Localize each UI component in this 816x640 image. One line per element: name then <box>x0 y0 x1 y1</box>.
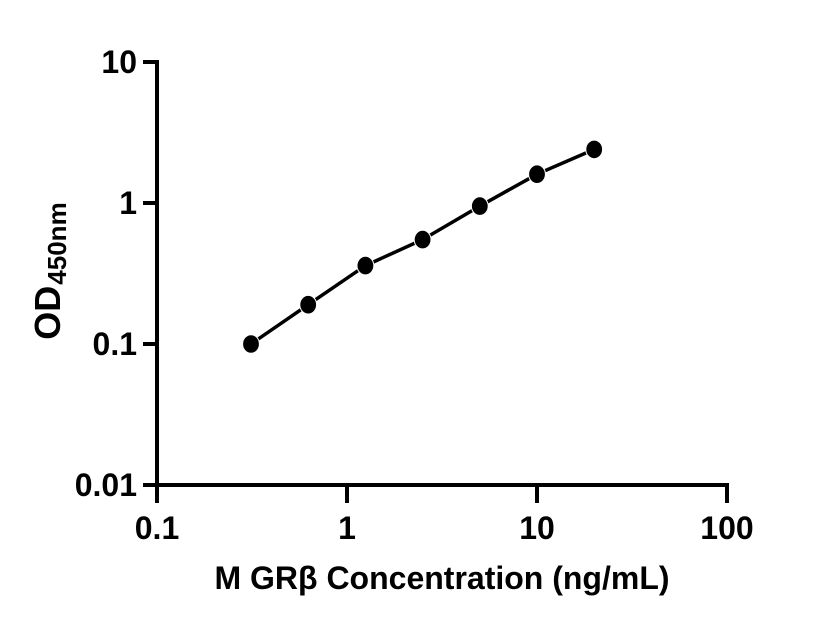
x-tick-label-1: 1 <box>338 510 356 546</box>
y-axis-title-subscript: 450nm <box>42 202 72 285</box>
data-point-marker <box>356 255 375 276</box>
y-tick-label-0p01: 0.01 <box>74 467 137 503</box>
x-axis-title: M GRβ Concentration (ng/mL) <box>157 560 727 597</box>
data-point-marker <box>528 164 546 184</box>
y-axis-title-text: OD <box>27 285 68 340</box>
x-tick-label-100: 100 <box>700 510 754 546</box>
y-tick-label-10: 10 <box>101 44 137 80</box>
y-tick-label-0p1: 0.1 <box>92 326 137 362</box>
data-point-marker <box>585 139 604 160</box>
y-tick-label-1: 1 <box>119 185 137 221</box>
x-tick-label-0p1: 0.1 <box>134 510 180 546</box>
x-axis-title-text: M GRβ Concentration (ng/mL) <box>214 560 670 596</box>
x-tick-label-10: 10 <box>519 510 555 546</box>
data-point-marker <box>299 294 318 315</box>
data-point-marker <box>470 196 489 216</box>
data-point-marker <box>413 229 432 250</box>
y-axis-title: OD450nm <box>27 202 72 340</box>
data-point-marker <box>242 334 260 354</box>
